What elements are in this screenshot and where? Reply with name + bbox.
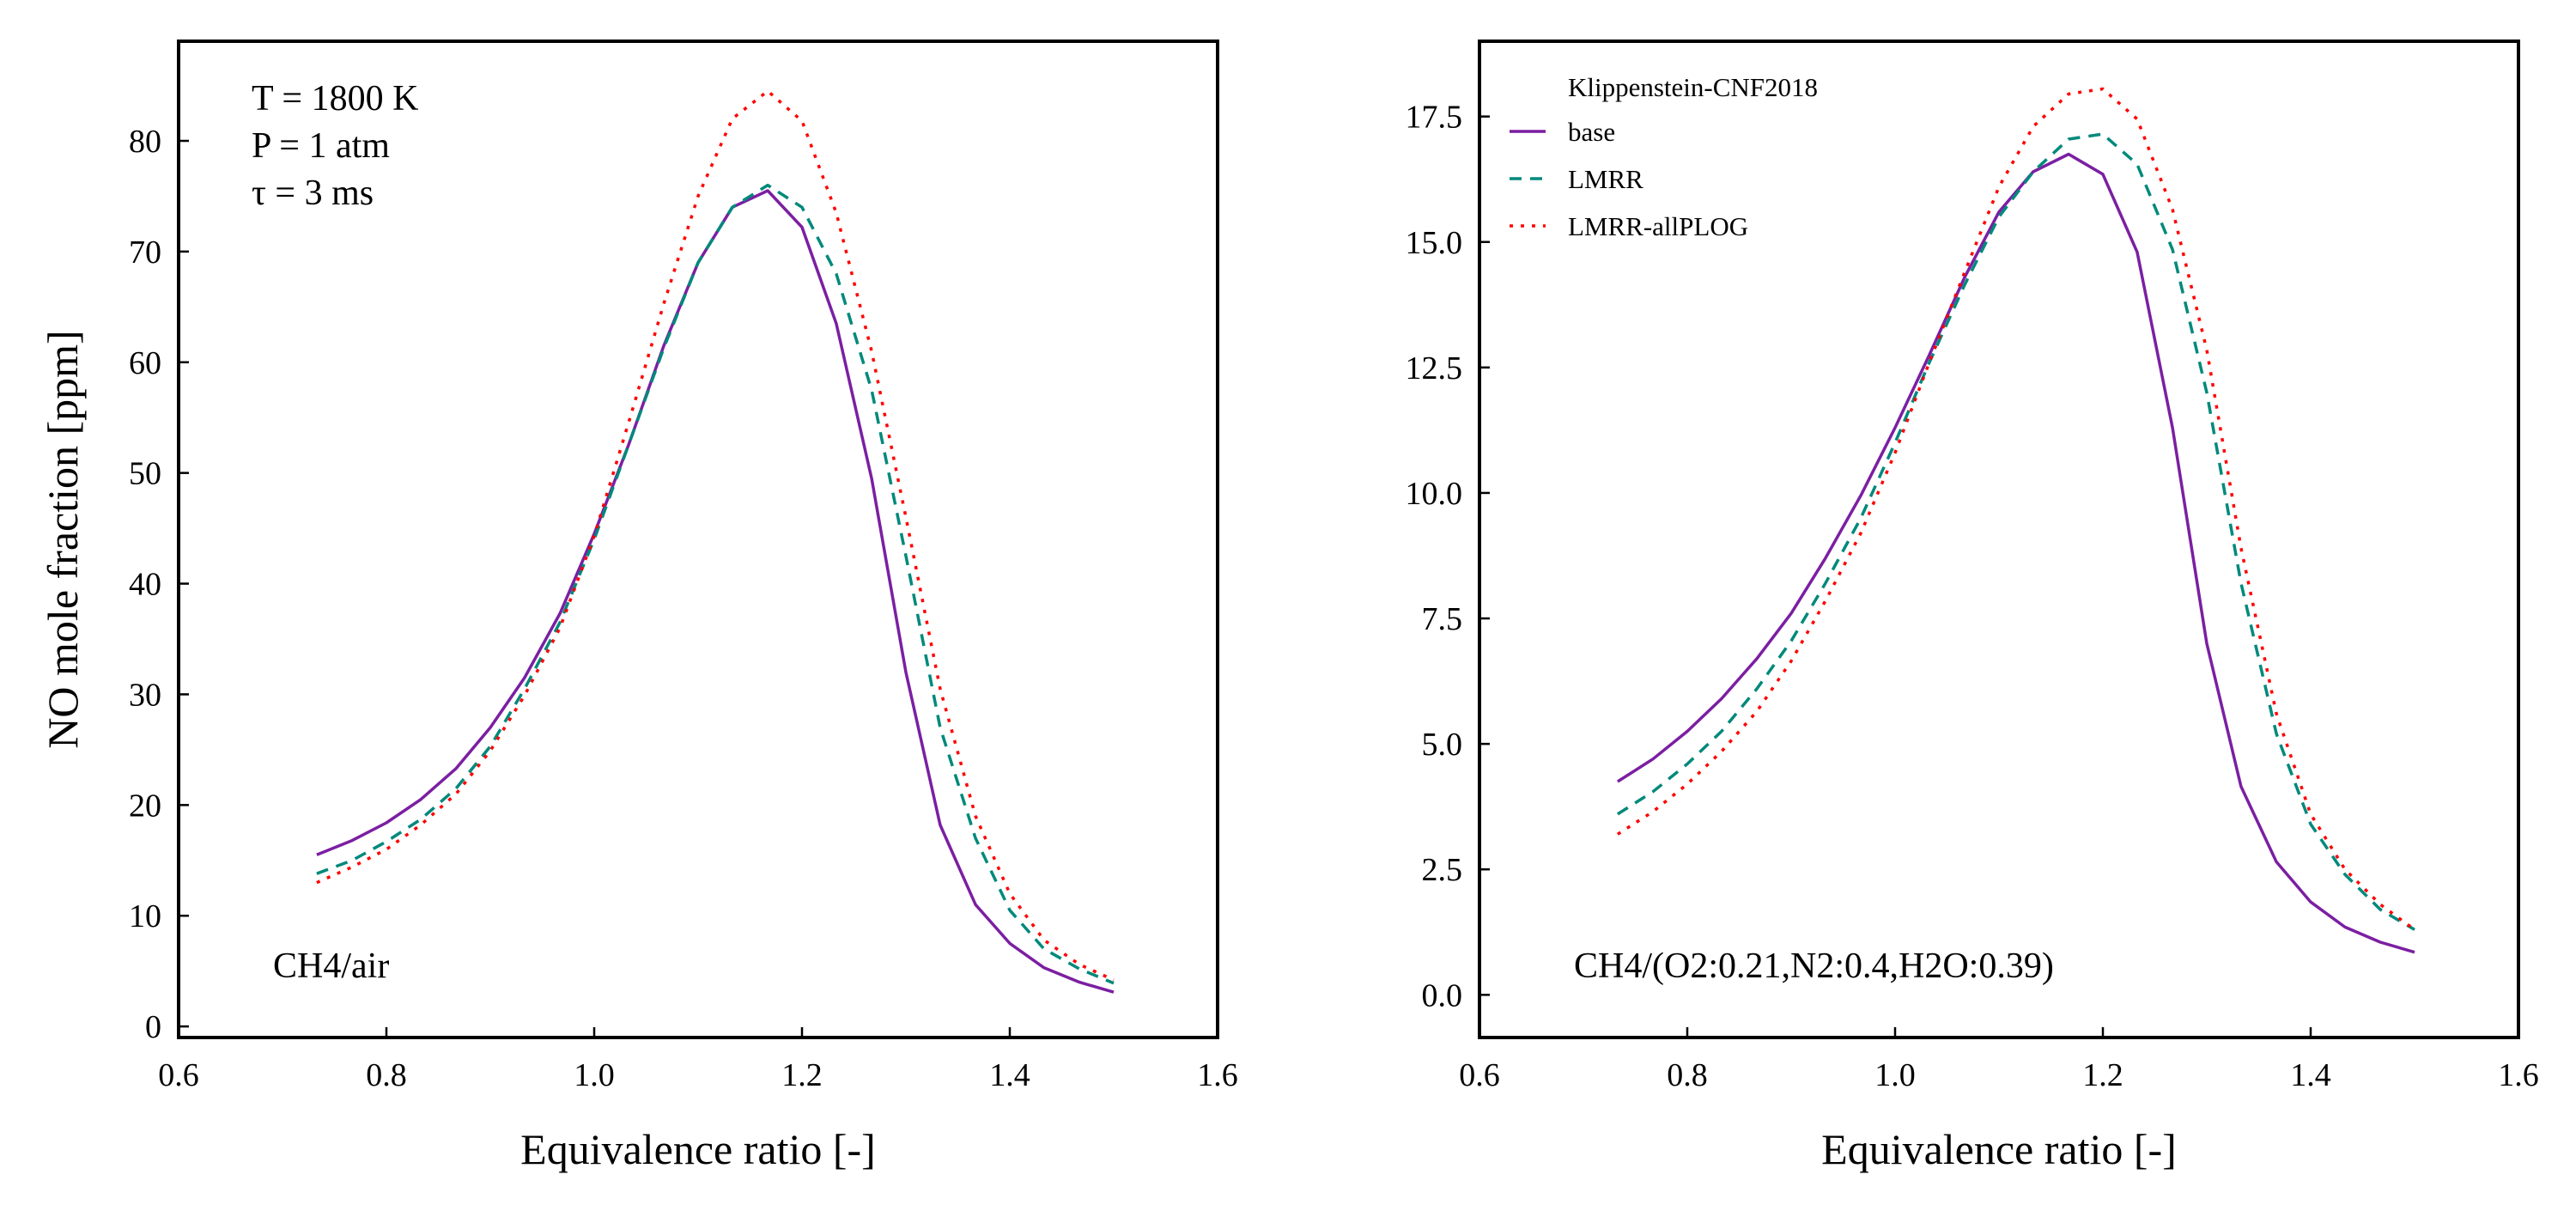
chart-left: 0.6 0.8 1.0 1.2 1.4 1.6 0 10 20 30 40 50 60 70 80 T =… xyxy=(39,40,1238,1173)
series-group xyxy=(316,89,1115,994)
legend: Klippenstein-CNF2018 base LMRR LMRR-allP… xyxy=(1510,72,1818,241)
y-tick-label: 0.0 xyxy=(1422,977,1463,1013)
annotation-residence-time: τ = 3 ms xyxy=(252,173,374,213)
plot-frame xyxy=(177,40,1219,1039)
annotation-temperature: T = 1800 K xyxy=(252,79,418,119)
y-tick-label: 70 xyxy=(129,234,161,271)
y-tick-label: 60 xyxy=(129,345,161,381)
x-tick-label: 1.0 xyxy=(574,1057,615,1093)
legend-label-lmrr-allplog: LMRR-allPLOG xyxy=(1568,211,1748,241)
y-ticks: 0.0 2.5 5.0 7.5 10.0 12.5 15.0 17.5 xyxy=(1406,100,1490,1013)
y-tick-label: 40 xyxy=(129,567,161,603)
y-tick-label: 80 xyxy=(129,124,161,160)
x-tick-label: 1.4 xyxy=(2290,1057,2331,1093)
x-ticks: 0.6 0.8 1.0 1.2 1.4 1.6 xyxy=(1459,1027,2539,1093)
series-line-base xyxy=(316,189,1115,994)
series-line-base xyxy=(1616,152,2415,954)
legend-label-lmrr: LMRR xyxy=(1568,164,1643,194)
series-group xyxy=(1616,87,2416,954)
y-tick-label: 7.5 xyxy=(1422,601,1463,637)
x-tick-label: 1.6 xyxy=(1197,1057,1238,1093)
x-tick-label: 0.6 xyxy=(1459,1057,1500,1093)
y-tick-label: 10.0 xyxy=(1406,476,1463,512)
x-tick-label: 0.8 xyxy=(1667,1057,1708,1093)
x-tick-label: 1.2 xyxy=(781,1057,823,1093)
y-tick-label: 10 xyxy=(129,898,161,934)
x-axis-label: Equivalence ratio [-] xyxy=(520,1125,876,1173)
series-line-lmrr-allplog xyxy=(316,89,1115,982)
annotation-mixture: CH4/air xyxy=(273,946,389,986)
annotation-pressure: P = 1 atm xyxy=(252,126,390,166)
y-tick-label: 0 xyxy=(145,1009,161,1045)
series-line-lmrr xyxy=(1616,132,2415,931)
y-tick-label: 50 xyxy=(129,456,161,492)
y-axis-label: NO mole fraction [ppm] xyxy=(39,330,87,748)
x-tick-label: 0.6 xyxy=(158,1057,199,1093)
y-tick-label: 30 xyxy=(129,677,161,713)
y-tick-label: 12.5 xyxy=(1406,350,1463,386)
y-tick-label: 20 xyxy=(129,788,161,824)
legend-label-base: base xyxy=(1568,117,1615,147)
y-tick-label: 5.0 xyxy=(1422,727,1463,763)
x-tick-label: 1.6 xyxy=(2498,1057,2539,1093)
plot-frame xyxy=(1478,40,2520,1039)
x-axis-label: Equivalence ratio [-] xyxy=(1821,1125,2177,1173)
chart-right: 0.6 0.8 1.0 1.2 1.4 1.6 0.0 2.5 5.0 7.5 10.0 12.5 1… xyxy=(1406,40,2539,1173)
y-ticks: 0 10 20 30 40 50 60 70 80 xyxy=(129,124,189,1045)
x-tick-label: 1.0 xyxy=(1874,1057,1916,1093)
x-tick-label: 0.8 xyxy=(366,1057,407,1093)
legend-title: Klippenstein-CNF2018 xyxy=(1568,72,1818,102)
y-tick-label: 2.5 xyxy=(1422,852,1463,888)
y-tick-label: 17.5 xyxy=(1406,100,1463,136)
x-tick-label: 1.2 xyxy=(2082,1057,2123,1093)
annotation-mixture: CH4/(O2:0.21,N2:0.4,H2O:0.39) xyxy=(1574,946,2054,986)
x-tick-label: 1.4 xyxy=(989,1057,1030,1093)
y-tick-label: 15.0 xyxy=(1406,225,1463,261)
